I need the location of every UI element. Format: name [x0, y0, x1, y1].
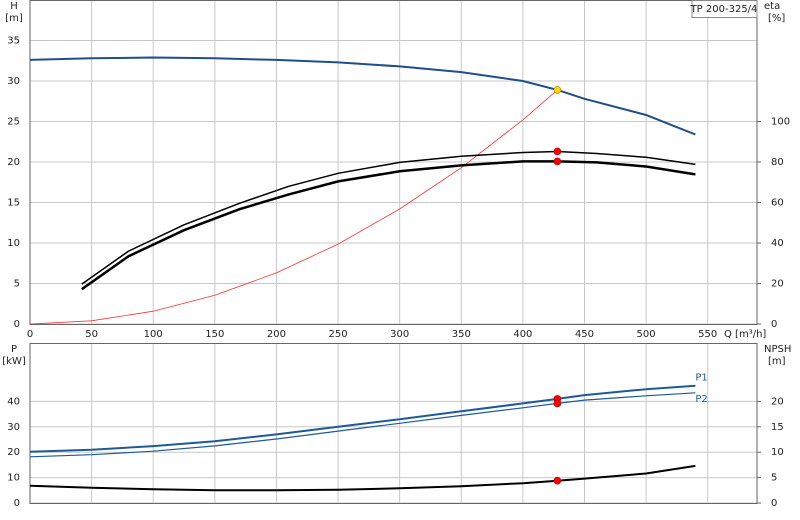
- x-tick-label: 150: [205, 329, 224, 340]
- y-tick-label: 10: [7, 473, 20, 484]
- title-box: [691, 0, 758, 18]
- x-tick-label: 300: [390, 329, 409, 340]
- y2-tick-label: 20: [771, 396, 784, 407]
- y-tick-label: 0: [14, 498, 20, 509]
- curve: [29, 392, 696, 458]
- y-tick-label: 20: [7, 447, 20, 458]
- series-label: P1: [695, 373, 707, 384]
- x-tick-label: 550: [698, 329, 717, 340]
- chart-title: TP 200-325/4: [690, 4, 758, 15]
- x-axis-label: Q [m³/h]: [724, 329, 766, 340]
- duty-point: [553, 147, 562, 156]
- y-axis-label: P: [11, 344, 17, 355]
- y-tick-label: 35: [7, 36, 20, 47]
- x-tick-label: 200: [267, 329, 286, 340]
- x-tick-label: 350: [452, 329, 471, 340]
- y-tick-label: 5: [14, 279, 20, 290]
- y-tick-label: 20: [7, 157, 20, 168]
- y2-axis-unit: [m]: [768, 356, 786, 367]
- y-axis-unit: [kW]: [2, 356, 26, 367]
- y2-axis-unit: [%]: [768, 13, 785, 24]
- plot-frame: [29, 343, 758, 504]
- x-tick-label: 400: [513, 329, 532, 340]
- y2-axis-label: eta: [764, 1, 780, 12]
- y-tick-label: 30: [7, 76, 20, 87]
- y2-tick-label: 15: [771, 422, 784, 433]
- y2-tick-label: 80: [771, 157, 784, 168]
- curve: [29, 464, 696, 492]
- duty-point: [553, 157, 562, 166]
- y2-tick-label: 0: [771, 498, 777, 509]
- y2-tick-label: 60: [771, 198, 784, 209]
- y-tick-label: 0: [14, 319, 20, 330]
- y-tick-label: 15: [7, 198, 20, 209]
- series-label: P2: [695, 394, 707, 405]
- y2-tick-label: 20: [771, 279, 784, 290]
- x-tick-label: 0: [27, 329, 33, 340]
- curve: [29, 89, 558, 325]
- y-tick-label: 40: [7, 396, 20, 407]
- curve: [81, 150, 696, 285]
- y-tick-label: 10: [7, 238, 20, 249]
- y2-tick-label: 0: [771, 319, 777, 330]
- y2-tick-label: 10: [771, 447, 784, 458]
- curve: [81, 160, 696, 291]
- y2-tick-label: 40: [771, 238, 784, 249]
- y-axis-label: H: [10, 1, 18, 12]
- y-axis-unit: [m]: [5, 13, 23, 24]
- duty-point: [553, 476, 562, 485]
- duty-point: [553, 86, 562, 94]
- y-tick-label: 30: [7, 422, 20, 433]
- x-tick-label: 100: [144, 329, 163, 340]
- x-tick-label: 500: [637, 329, 656, 340]
- y2-axis-label: NPSH: [764, 344, 791, 355]
- x-tick-label: 450: [575, 329, 594, 340]
- duty-point: [553, 399, 562, 408]
- x-tick-label: 50: [85, 329, 98, 340]
- y2-tick-label: 100: [771, 117, 790, 128]
- curve: [29, 56, 696, 136]
- y-tick-label: 25: [7, 117, 20, 128]
- x-tick-label: 250: [329, 329, 348, 340]
- y2-tick-label: 5: [771, 473, 777, 484]
- curve: [29, 384, 696, 453]
